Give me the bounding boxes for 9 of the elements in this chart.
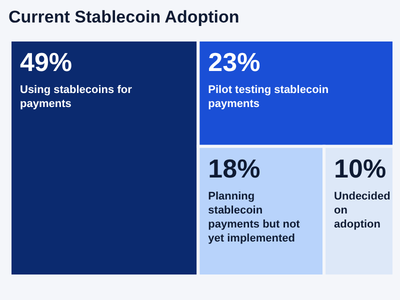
data-label: 18%	[208, 153, 260, 184]
category-label: Planning stablecoin payments but not yet implemented	[208, 190, 300, 244]
category-label: Using stablecoins for payments	[20, 84, 133, 110]
data-label: 10%	[334, 153, 386, 184]
category-label: Pilot testing stablecoin payments	[208, 84, 329, 110]
data-label: 49%	[20, 47, 72, 77]
category-label: Undecided on adoption	[334, 190, 390, 230]
data-label: 23%	[208, 47, 260, 77]
text: Current Stablecoin Adoption	[8, 8, 240, 26]
